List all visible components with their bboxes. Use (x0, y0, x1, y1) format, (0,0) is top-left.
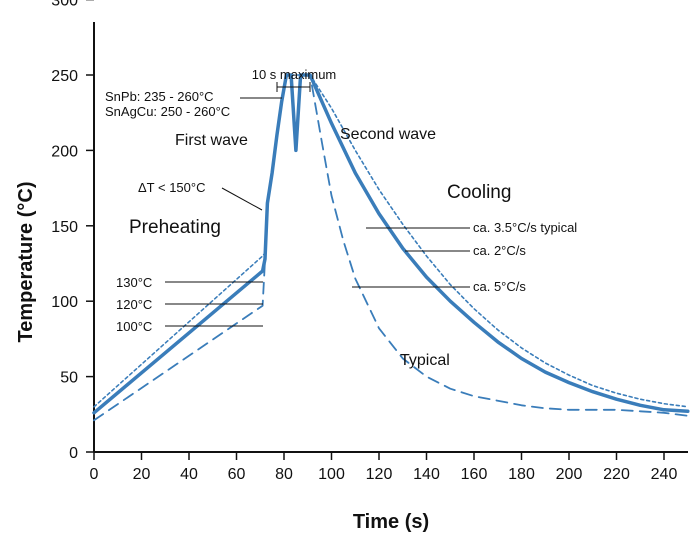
ticks: 0 20 40 60 80 100 120 140 160 180 200 220 240 0 50 100 1… (51, 0, 677, 483)
label-second-wave: Second wave (340, 126, 436, 143)
y-tick-label: 50 (60, 370, 78, 387)
x-tick-label: 160 (461, 466, 488, 483)
x-tick-label: 40 (180, 466, 198, 483)
series-line-dashed (93, 74, 689, 422)
y-tick-label: 200 (51, 143, 78, 160)
label-snpb-range: SnPb: 235 - 260°C (105, 89, 214, 104)
y-tick-label: 0 (69, 445, 78, 462)
x-tick-label: 140 (413, 466, 440, 483)
label-130c: 130°C (116, 275, 152, 290)
x-tick-label: 220 (603, 466, 630, 483)
x-tick-label: 20 (133, 466, 151, 483)
axes (93, 22, 688, 453)
label-preheating: Preheating (129, 217, 221, 238)
x-tick-label: 80 (275, 466, 293, 483)
x-tick-label: 200 (556, 466, 583, 483)
x-tick-label: 240 (651, 466, 678, 483)
leader-delta-t (221, 187, 263, 211)
label-cooling: Cooling (447, 182, 511, 203)
label-rate-2: ca. 2°C/s (473, 243, 526, 258)
annotation-leaders (165, 82, 470, 327)
label-rate-5: ca. 5°C/s (473, 279, 526, 294)
x-tick-label: 0 (90, 466, 99, 483)
label-delta-t: ΔT < 150°C (138, 180, 205, 195)
annotations: First wave Second wave Preheating Coolin… (105, 67, 577, 369)
y-tick-label: 100 (51, 294, 78, 311)
label-rate-typical: ca. 3.5°C/s typical (473, 220, 577, 235)
y-axis-title: Temperature (°C) (15, 182, 37, 343)
x-tick-label: 180 (508, 466, 535, 483)
label-100c: 100°C (116, 319, 152, 334)
label-snagcu-range: SnAgCu: 250 - 260°C (105, 104, 230, 119)
label-10s-maximum: 10 s maximum (252, 67, 337, 82)
label-typical: Typical (400, 352, 450, 369)
x-tick-label: 100 (318, 466, 345, 483)
x-axis-title: Time (s) (353, 511, 429, 533)
label-first-wave: First wave (175, 132, 248, 149)
label-120c: 120°C (116, 297, 152, 312)
y-tick-label: 150 (51, 219, 78, 236)
x-tick-label: 120 (366, 466, 393, 483)
y-tick-label: 300 (51, 0, 78, 10)
y-tick-label: 250 (51, 68, 78, 85)
series-line-dotted (93, 74, 689, 408)
x-tick-label: 60 (228, 466, 246, 483)
series (92, 73, 690, 422)
